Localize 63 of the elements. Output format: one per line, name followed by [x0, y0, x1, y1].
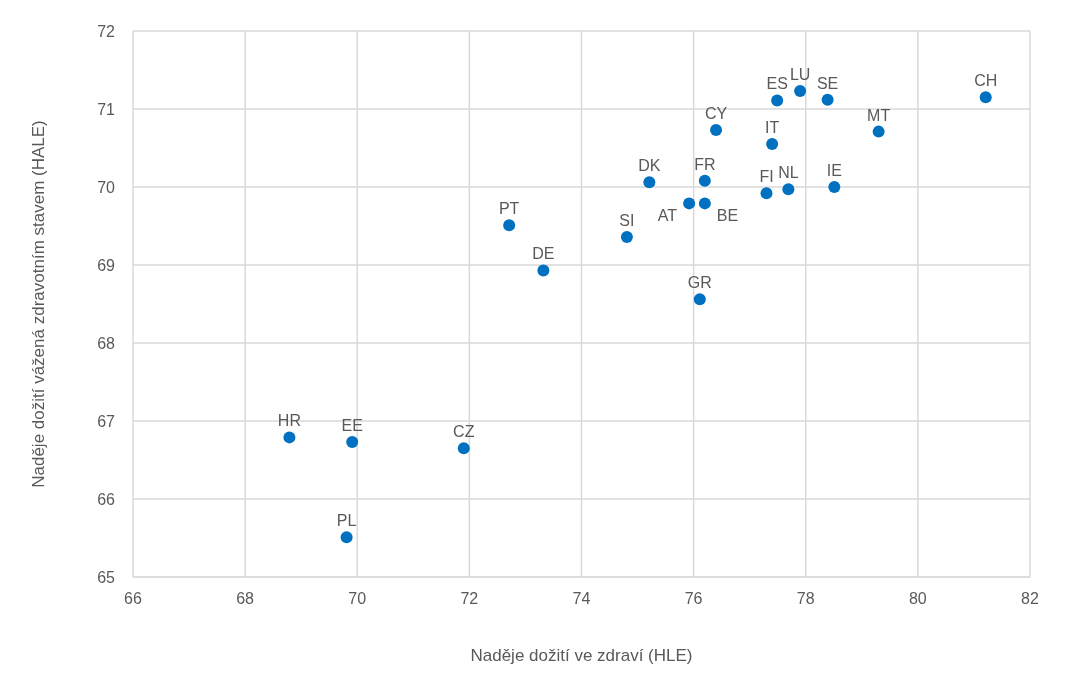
y-axis-title: Naděje dožití vážená zdravotním stavem (HALE): [29, 120, 49, 488]
point: [782, 183, 795, 196]
series-label: SI: [619, 211, 635, 229]
x-tick-label: 82: [1021, 590, 1039, 608]
point: [979, 91, 992, 104]
series-label: CY: [704, 105, 728, 123]
x-tick-label: 74: [572, 590, 591, 608]
y-tick-label: 70: [97, 178, 116, 196]
point: [340, 531, 353, 544]
point: [766, 138, 779, 151]
point: [643, 176, 656, 189]
y-tick-label: 71: [97, 100, 116, 118]
point: [457, 442, 470, 455]
y-tick-label: 67: [97, 412, 116, 430]
series-label: LU: [789, 66, 811, 84]
series-label: BE: [716, 207, 739, 225]
series-label: CZ: [453, 423, 475, 441]
x-tick-label: 66: [124, 590, 142, 608]
point: [537, 264, 550, 277]
y-tick-label: 66: [97, 490, 116, 508]
series-label: IE: [826, 162, 842, 179]
y-tick-label: 69: [97, 256, 116, 274]
y-tick-label: 72: [97, 22, 116, 40]
series-label: SE: [816, 74, 839, 92]
series-label: HR: [277, 412, 301, 430]
point: [760, 187, 773, 200]
series-label: EE: [341, 417, 363, 435]
point: [771, 94, 784, 107]
y-tick-label: 68: [97, 334, 116, 352]
series-label: FI: [759, 168, 774, 186]
point: [698, 174, 711, 187]
x-axis-title: Naděje dožití ve zdraví (HLE): [470, 646, 693, 665]
series-label: AT: [657, 207, 678, 225]
x-tick-label: 80: [908, 590, 927, 608]
series-label: ES: [766, 75, 788, 93]
x-tick-label: 72: [460, 590, 479, 608]
point: [710, 124, 723, 137]
series-label: CH: [974, 72, 998, 90]
x-tick-label: 70: [348, 590, 367, 608]
series-label: NL: [778, 164, 799, 182]
y-tick-label: 65: [97, 568, 116, 586]
point: [683, 197, 696, 210]
series-label: GR: [687, 274, 712, 292]
x-tick-label: 78: [796, 590, 815, 608]
series-label: FR: [694, 155, 716, 173]
point: [503, 219, 516, 232]
point: [698, 197, 711, 210]
series-label: MT: [867, 106, 891, 124]
series-label: DK: [638, 157, 661, 175]
point: [821, 93, 834, 106]
series-label: PT: [498, 200, 520, 218]
x-tick-label: 68: [236, 590, 255, 608]
point: [620, 230, 633, 243]
x-tick-label: 76: [684, 590, 703, 608]
point: [794, 85, 807, 98]
series-label: PL: [336, 512, 357, 530]
point: [872, 125, 885, 138]
point: [693, 293, 706, 306]
point: [346, 436, 359, 449]
series-label: DE: [532, 245, 555, 263]
series-label: IT: [765, 119, 780, 137]
point: [283, 431, 296, 444]
point: [828, 181, 841, 193]
